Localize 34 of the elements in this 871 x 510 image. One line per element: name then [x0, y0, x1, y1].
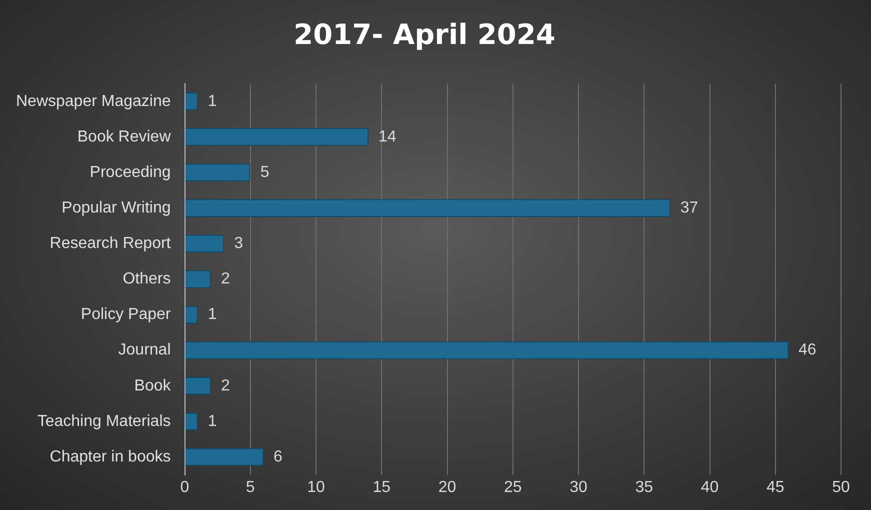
chart-title: 2017- April 2024 — [294, 18, 556, 52]
y-tick-label: Others — [122, 270, 171, 288]
data-label: 6 — [274, 448, 282, 466]
x-tick-label: 30 — [570, 478, 588, 496]
x-tick-label: 25 — [504, 478, 522, 496]
y-tick-label: Policy Paper — [80, 306, 172, 324]
y-tick-label: Proceeding — [90, 164, 171, 181]
y-tick-label: Book — [134, 377, 172, 394]
data-label: 2 — [221, 270, 230, 288]
data-label: 3 — [234, 235, 244, 252]
data-label: 1 — [208, 306, 217, 324]
x-tick-label: 40 — [700, 478, 719, 496]
data-label: 5 — [260, 164, 270, 181]
x-tick-label: 15 — [372, 478, 391, 496]
y-tick-label: Journal — [118, 342, 171, 359]
x-tick-label: 35 — [635, 478, 654, 496]
x-tick-label: 0 — [180, 478, 190, 496]
x-tick-label: 5 — [246, 478, 255, 496]
x-tick-label: 20 — [438, 478, 456, 496]
data-label: 1 — [208, 92, 217, 110]
data-label: 2 — [221, 377, 230, 394]
y-tick-label: Teaching Materials — [37, 412, 171, 430]
y-tick-label: Newspaper Magazine — [16, 92, 171, 110]
y-tick-label: Popular Writing — [62, 199, 171, 216]
x-tick-label: 50 — [832, 478, 850, 496]
x-tick-label: 45 — [766, 478, 784, 496]
y-tick-label: Book Review — [77, 128, 172, 146]
data-label: 14 — [378, 128, 396, 146]
data-label: 37 — [680, 199, 698, 216]
x-tick-label: 10 — [307, 478, 325, 496]
data-label: 1 — [208, 412, 217, 430]
y-tick-label: Chapter in books — [50, 448, 171, 466]
y-tick-label: Research Report — [50, 235, 172, 252]
data-label: 46 — [798, 342, 816, 359]
